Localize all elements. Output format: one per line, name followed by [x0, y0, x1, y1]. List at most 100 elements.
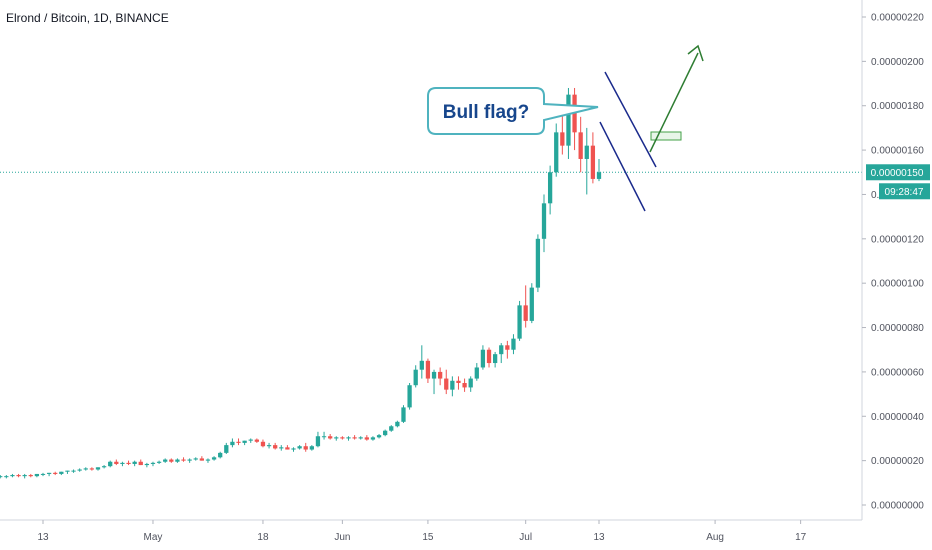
candle-body	[376, 435, 382, 438]
current-price-badge: 0.00000150	[866, 164, 930, 181]
candle-body	[120, 462, 125, 464]
candle-body	[584, 145, 589, 159]
x-tick-label: 15	[422, 532, 434, 543]
y-tick-label: 0.00000020	[871, 456, 924, 467]
candle-body	[297, 446, 302, 449]
chart-title: Elrond / Bitcoin, 1D, BINANCE	[6, 11, 169, 25]
candle-body	[517, 305, 522, 339]
candle-body	[218, 452, 223, 458]
candle-body	[83, 468, 88, 470]
y-axis-ticks: 0.00000000 0.00000020 0.00000040 0.00000060…	[862, 13, 924, 512]
candle-body	[370, 437, 376, 440]
candle-body	[578, 132, 583, 159]
candle-body	[236, 441, 241, 443]
candle-body	[358, 437, 363, 439]
candle-body	[46, 472, 52, 474]
candle-body	[59, 471, 64, 474]
candle-series	[0, 87, 602, 479]
candle-body	[138, 461, 143, 466]
flag-upper-line	[604, 71, 657, 168]
candle-body	[266, 445, 272, 447]
candle-body	[260, 441, 266, 447]
candle-body	[456, 380, 461, 383]
candle-body	[71, 470, 76, 472]
candle-body	[389, 426, 394, 431]
candle-body	[468, 378, 473, 388]
candle-body	[315, 436, 321, 447]
y-tick-label: 0.00000100	[871, 279, 924, 290]
candle-body	[205, 459, 211, 461]
breakout-arrow-line	[649, 52, 699, 153]
candle-body	[211, 457, 217, 460]
candle-body	[321, 436, 327, 438]
candle-body	[156, 461, 162, 463]
candle-body	[535, 238, 541, 288]
y-tick-label: 0.00000160	[871, 146, 924, 157]
candle-body	[193, 458, 198, 460]
y-tick-label: 0.00000200	[871, 57, 924, 68]
countdown-label: 09:28:47	[885, 187, 924, 198]
candle-body	[438, 371, 443, 379]
candle-body	[547, 172, 553, 204]
candle-body	[425, 360, 431, 379]
candle-body	[4, 476, 9, 478]
candle-body	[254, 439, 259, 442]
candle-body	[554, 132, 559, 173]
candle-body	[566, 94, 571, 146]
candle-body	[248, 439, 253, 441]
candle-body	[328, 436, 333, 439]
candle-body	[279, 447, 284, 449]
x-tick-label: Jul	[519, 532, 532, 543]
candle-body	[144, 463, 150, 466]
candle-body	[492, 354, 498, 364]
candle-body	[273, 445, 278, 449]
x-tick-label: 18	[257, 532, 269, 543]
candle-body	[40, 473, 46, 475]
candle-body	[150, 462, 156, 464]
candle-body	[101, 466, 107, 468]
candle-body	[462, 383, 467, 388]
callout-text: Bull flag?	[443, 102, 530, 123]
candle-body	[596, 172, 602, 179]
candle-body	[16, 475, 21, 477]
bull-flag-callout: Bull flag?	[427, 87, 599, 135]
y-tick-label: 0.00000080	[871, 323, 924, 334]
countdown-badge: 09:28:47	[879, 183, 930, 200]
candle-body	[303, 446, 308, 450]
candle-body	[352, 437, 357, 439]
candle-body	[285, 447, 290, 450]
candle-body	[407, 385, 412, 408]
candle-body	[77, 469, 82, 471]
candle-body	[175, 459, 180, 462]
candle-body	[187, 459, 192, 461]
x-tick-label: 17	[795, 532, 807, 543]
candle-body	[486, 349, 492, 364]
candle-body	[230, 441, 235, 446]
x-tick-label: Aug	[706, 532, 724, 543]
target-box	[650, 131, 682, 141]
candle-body	[163, 459, 168, 462]
candle-body	[169, 459, 174, 462]
candle-body	[108, 461, 113, 467]
current-price-label: 0.00000150	[871, 168, 924, 179]
candle-body	[22, 475, 27, 477]
candle-body	[242, 440, 247, 443]
candle-body	[95, 467, 101, 470]
candle-body	[181, 459, 186, 461]
candle-body	[383, 430, 388, 436]
x-tick-label: 13	[593, 532, 605, 543]
candle-body	[114, 461, 119, 464]
y-tick-label: 0.00000000	[871, 501, 924, 512]
flag-lower-line	[599, 121, 646, 212]
candle-body	[395, 421, 400, 427]
candle-body	[590, 145, 596, 179]
y-tick-label: 0.00000180	[871, 101, 924, 112]
x-tick-label: May	[144, 532, 163, 543]
candle-body	[224, 445, 229, 453]
candle-body	[28, 475, 33, 477]
candle-body	[334, 437, 339, 439]
candle-body	[474, 367, 479, 379]
candle-body	[529, 287, 534, 321]
candle-body	[89, 468, 95, 470]
